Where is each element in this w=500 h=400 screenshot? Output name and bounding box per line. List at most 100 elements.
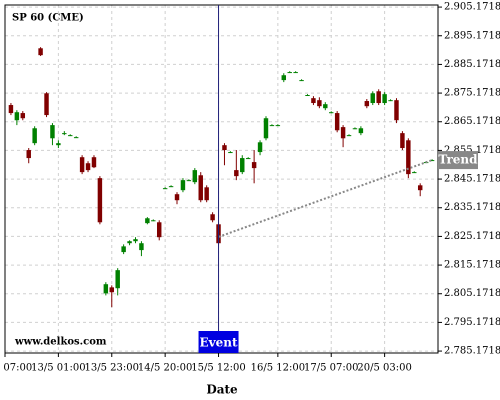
candle-body <box>358 128 364 134</box>
y-tick-label: 2.805.1718 <box>444 288 500 299</box>
event-label: Event <box>200 336 238 350</box>
trend-label-box <box>438 151 478 170</box>
x-tick-label: 13/5 01:00 <box>31 363 85 374</box>
candle-body <box>109 287 114 293</box>
candle-body <box>68 135 73 137</box>
candle-body <box>417 185 423 191</box>
candle-body <box>198 175 203 201</box>
candle-body <box>50 125 55 139</box>
y-tick-label: 2.785.1718 <box>444 346 500 357</box>
candle-body <box>346 135 352 137</box>
y-tick-label: 2.815.1718 <box>444 260 500 271</box>
candle-body <box>234 170 239 177</box>
candle-body <box>73 137 79 139</box>
candle-body <box>32 128 37 144</box>
x-tick-label: 16/5 12:00 <box>251 363 305 374</box>
trend-label: Trend <box>438 153 478 167</box>
candle-body <box>133 239 138 242</box>
candle-body <box>168 186 174 188</box>
candle-body <box>14 112 20 121</box>
candle-body <box>162 188 168 190</box>
candle-body <box>139 243 144 251</box>
candle-body <box>56 143 61 146</box>
candle-body <box>20 113 26 119</box>
y-tick-label: 2.795.1718 <box>444 317 500 328</box>
x-tick-label: 20/5 03:00 <box>357 363 411 374</box>
candle-body <box>91 157 97 168</box>
candle-body <box>317 100 322 107</box>
x-tick-label: 17/5 07:00 <box>304 363 358 374</box>
y-tick-label: 2.885.1718 <box>444 59 500 70</box>
candle-body <box>251 162 257 169</box>
candle-body <box>79 157 85 173</box>
candle-body <box>287 72 292 74</box>
candle-body <box>400 133 405 149</box>
candle-body <box>85 163 91 171</box>
x-axis-label: Date <box>206 383 238 397</box>
candle-body <box>156 222 162 238</box>
candle-body <box>334 113 340 131</box>
candle-body <box>174 194 180 201</box>
y-tick-label: 2.845.1718 <box>444 174 500 185</box>
y-tick-label: 2.895.1718 <box>444 30 500 41</box>
candle-body <box>329 112 334 114</box>
candle-body <box>257 142 263 153</box>
candle-body <box>429 160 435 162</box>
candle-body <box>275 125 281 127</box>
chart-title: SP 60 (CME) <box>12 13 84 24</box>
candle-body <box>323 104 328 109</box>
candle-body <box>204 187 209 201</box>
candle-body <box>44 93 49 116</box>
candle-body <box>180 180 186 191</box>
y-tick-label: 2.875.1718 <box>444 88 500 99</box>
candle-body <box>210 214 215 221</box>
x-tick-label: 13/5 23:00 <box>85 363 139 374</box>
candle-body <box>245 158 251 160</box>
candle-body <box>305 95 310 97</box>
candle-body <box>364 101 370 107</box>
candle-body <box>97 178 103 223</box>
candle-body <box>394 100 399 121</box>
y-tick-label: 2.825.1718 <box>444 231 500 242</box>
event-label-box <box>198 331 239 353</box>
candle-body <box>222 145 227 151</box>
candle-body <box>263 118 269 139</box>
x-tick-label: 17/5 07:00 <box>0 363 32 374</box>
candle-body <box>370 93 375 104</box>
y-tick-label: 2.835.1718 <box>444 202 500 213</box>
candle-body <box>26 150 31 159</box>
candle-body <box>228 152 233 154</box>
candle-body <box>115 270 120 289</box>
candle-body <box>186 180 192 182</box>
y-tick-label: 2.855.1718 <box>444 145 500 156</box>
trend-line <box>218 159 433 238</box>
candle-body <box>192 170 198 183</box>
candle-body <box>62 133 67 135</box>
candle-body <box>340 127 346 139</box>
candle-body <box>240 158 245 173</box>
candle-body <box>145 218 150 224</box>
candle-body <box>293 72 298 74</box>
candle-body <box>151 220 156 222</box>
candle-body <box>8 105 14 114</box>
x-tick-label: 15/5 12:00 <box>191 363 245 374</box>
candle-body <box>388 100 393 102</box>
candle-body <box>103 284 109 294</box>
watermark: www.delkos.com <box>14 337 107 348</box>
candle-body <box>299 80 304 82</box>
candle-body <box>412 172 417 174</box>
candle-body <box>38 48 43 56</box>
candle-body <box>406 140 411 175</box>
candle-body <box>376 91 381 104</box>
candle-body <box>269 125 275 127</box>
candle-body <box>382 94 387 104</box>
candle-body <box>311 98 316 104</box>
candle-body <box>352 128 358 130</box>
y-tick-label: 2.905.1718 <box>444 2 500 13</box>
candle-body <box>127 241 132 244</box>
x-tick-label: 14/5 20:00 <box>138 363 192 374</box>
candle-body <box>121 246 126 253</box>
y-tick-label: 2.865.1718 <box>444 116 500 127</box>
